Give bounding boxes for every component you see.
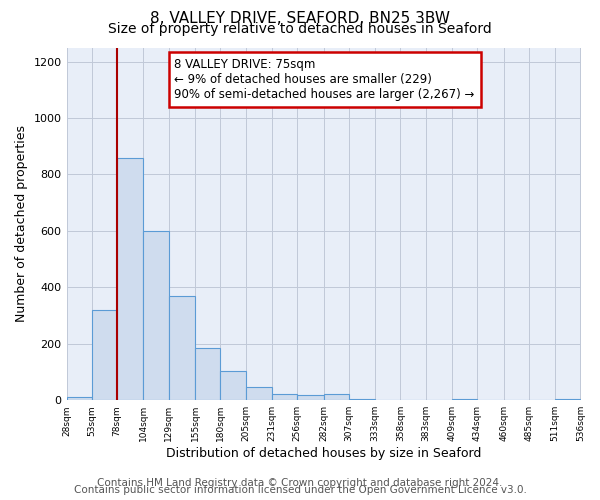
Bar bbox=[245, 387, 272, 400]
Text: Contains public sector information licensed under the Open Government Licence v3: Contains public sector information licen… bbox=[74, 485, 526, 495]
Bar bbox=[117, 158, 143, 400]
Text: 8 VALLEY DRIVE: 75sqm
← 9% of detached houses are smaller (229)
90% of semi-deta: 8 VALLEY DRIVE: 75sqm ← 9% of detached h… bbox=[175, 58, 475, 101]
Bar bbox=[452, 399, 478, 400]
Text: 8, VALLEY DRIVE, SEAFORD, BN25 3BW: 8, VALLEY DRIVE, SEAFORD, BN25 3BW bbox=[150, 11, 450, 26]
Bar bbox=[169, 296, 195, 400]
Bar bbox=[555, 399, 580, 400]
Bar bbox=[272, 394, 297, 400]
Text: Contains HM Land Registry data © Crown copyright and database right 2024.: Contains HM Land Registry data © Crown c… bbox=[97, 478, 503, 488]
X-axis label: Distribution of detached houses by size in Seaford: Distribution of detached houses by size … bbox=[166, 447, 481, 460]
Bar bbox=[349, 399, 375, 400]
Bar bbox=[297, 394, 323, 400]
Bar bbox=[195, 348, 220, 400]
Bar bbox=[67, 398, 92, 400]
Y-axis label: Number of detached properties: Number of detached properties bbox=[15, 126, 28, 322]
Text: Size of property relative to detached houses in Seaford: Size of property relative to detached ho… bbox=[108, 22, 492, 36]
Bar bbox=[143, 231, 169, 400]
Bar bbox=[220, 370, 245, 400]
Bar bbox=[92, 310, 117, 400]
Bar bbox=[323, 394, 349, 400]
